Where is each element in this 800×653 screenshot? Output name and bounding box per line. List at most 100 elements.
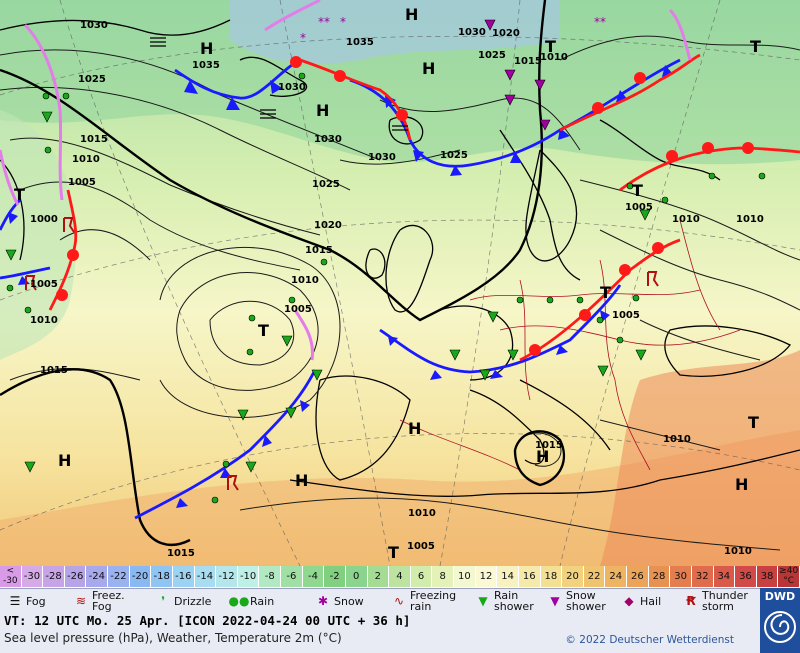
- temperature-swatch: -12: [216, 566, 238, 587]
- warm-temp-area-south: [0, 430, 800, 566]
- pressure-label: 1010: [724, 546, 752, 557]
- pressure-label: 1010: [736, 214, 764, 225]
- pressure-label: 1000: [30, 214, 58, 225]
- high-pressure-center: H: [422, 59, 435, 78]
- pressure-label: 1035: [192, 60, 220, 71]
- high-pressure-center: H: [316, 101, 329, 120]
- pressure-label: 1015: [305, 245, 333, 256]
- weather-map: ** * ** * 1030 1035 1025 1015 1010 1005 …: [0, 0, 800, 566]
- thunderstorm-icon: Ꞧ: [686, 593, 696, 608]
- pressure-label: 1010: [72, 154, 100, 165]
- temperature-swatch: -18: [151, 566, 173, 587]
- temperature-swatch: -10: [237, 566, 260, 587]
- occluded-fronts: [0, 0, 692, 361]
- pressure-label: 1010: [30, 315, 58, 326]
- temperature-swatch: 4: [389, 566, 411, 587]
- temperature-swatch: 2: [367, 566, 390, 587]
- temperature-swatch: 20: [562, 566, 584, 587]
- rain-shower-icon: ▼: [478, 593, 488, 608]
- temperature-scale: < -30 -30 -28 -26 -24 -22 -20 -18 -16 -14 -12 -10 -8…: [0, 566, 800, 588]
- shower-symbols: [5, 111, 651, 473]
- low-pressure-center: T: [600, 283, 611, 302]
- temperature-swatch: -14: [194, 566, 217, 587]
- pressure-label: 1025: [440, 150, 468, 161]
- temperature-swatch: ≥40 °C: [778, 566, 800, 587]
- info-panel: VT: 12 UTC Mo. 25 Apr. [ICON 2022-04-24 …: [0, 612, 760, 653]
- temperature-swatch: 36: [735, 566, 757, 587]
- graticule: [0, 0, 800, 566]
- hot-temp-area-east: [600, 350, 800, 566]
- temperature-swatch: -24: [86, 566, 109, 587]
- temperature-swatch: 16: [518, 566, 541, 587]
- fog-symbols: [150, 37, 408, 131]
- legend-freezing-fog: ≋ Freez. Fog: [70, 590, 125, 612]
- fog-icon: ☰: [9, 593, 21, 608]
- legend-snow-shower: ▼ Snow shower: [544, 590, 605, 612]
- pressure-label: 1015: [40, 365, 68, 376]
- pressure-label: 1025: [478, 50, 506, 61]
- pressure-centers: H H H H H H H H H T T T T T T T T: [14, 5, 761, 562]
- temperature-swatch: -2: [324, 566, 346, 587]
- low-pressure-center: T: [14, 185, 25, 204]
- temperature-swatch: -22: [108, 566, 130, 587]
- snow-shower-symbols: [484, 19, 551, 131]
- temperature-swatch: 26: [627, 566, 649, 587]
- pressure-labels: 1030 1035 1025 1015 1010 1005 1000 1030 …: [30, 20, 764, 559]
- legend-fog: ☰ Fog: [4, 591, 46, 611]
- svg-text:**: **: [318, 15, 330, 29]
- isobars: [0, 35, 800, 551]
- map-subtitle: Sea level pressure (hPa), Weather, Tempe…: [4, 631, 342, 645]
- temperature-swatch: 30: [670, 566, 692, 587]
- low-pressure-center: T: [750, 37, 761, 56]
- hail-icon: ◆: [624, 593, 634, 608]
- pressure-label: 1005: [68, 177, 96, 188]
- high-pressure-center: H: [295, 471, 308, 490]
- svg-text:*: *: [340, 15, 346, 29]
- high-pressure-center: H: [58, 451, 71, 470]
- temperature-swatch: -16: [172, 566, 195, 587]
- pressure-label: 1035: [346, 37, 374, 48]
- temperature-swatch: -6: [281, 566, 303, 587]
- snow-symbols: ** * ** *: [300, 15, 606, 45]
- high-pressure-center: H: [405, 5, 418, 24]
- legend-freezing-rain: ∿ Freezing rain: [388, 590, 456, 612]
- pressure-label: 1005: [625, 202, 653, 213]
- dwd-logo: DWD: [760, 588, 800, 653]
- low-pressure-center: T: [545, 37, 556, 56]
- snow-icon: ✱: [317, 593, 329, 608]
- pressure-label: 1005: [30, 279, 58, 290]
- temperature-swatch: 8: [432, 566, 455, 587]
- pressure-label: 1005: [284, 304, 312, 315]
- svg-text:*: *: [300, 31, 306, 45]
- pressure-label: 1015: [80, 134, 108, 145]
- temperature-swatch: 38: [756, 566, 779, 587]
- high-pressure-center: H: [200, 39, 213, 58]
- rain-icon: ●●: [228, 593, 250, 608]
- low-pressure-center: T: [258, 321, 269, 340]
- temperature-swatch: -4: [302, 566, 325, 587]
- temperature-swatch: < -30: [0, 566, 22, 587]
- pressure-label: 1030: [314, 134, 342, 145]
- low-pressure-center: T: [748, 413, 759, 432]
- rain-symbols: [6, 72, 766, 504]
- pressure-label: 1015: [514, 56, 542, 67]
- temperature-swatch: 32: [691, 566, 714, 587]
- svg-text:**: **: [594, 15, 606, 29]
- high-pressure-center: H: [408, 419, 421, 438]
- temperature-swatch: -8: [259, 566, 282, 587]
- temperature-swatch: 0: [345, 566, 368, 587]
- low-pressure-center: T: [388, 543, 399, 562]
- temperature-swatch: 24: [605, 566, 627, 587]
- pressure-label: 1030: [278, 82, 306, 93]
- snow-shower-icon: ▼: [550, 593, 560, 608]
- drizzle-icon: ❜: [161, 593, 165, 608]
- temperature-swatch: -28: [43, 566, 65, 587]
- pressure-label: 1020: [314, 220, 342, 231]
- pressure-label: 1025: [312, 179, 340, 190]
- valid-time: VT: 12 UTC Mo. 25 Apr. [ICON 2022-04-24 …: [4, 613, 411, 628]
- warm-front-semicircles: [56, 56, 754, 356]
- pressure-label: 1010: [663, 434, 691, 445]
- pressure-label: 1005: [612, 310, 640, 321]
- legend-snow: ✱ Snow: [312, 591, 364, 611]
- legend-drizzle: ❜ Drizzle: [152, 591, 211, 611]
